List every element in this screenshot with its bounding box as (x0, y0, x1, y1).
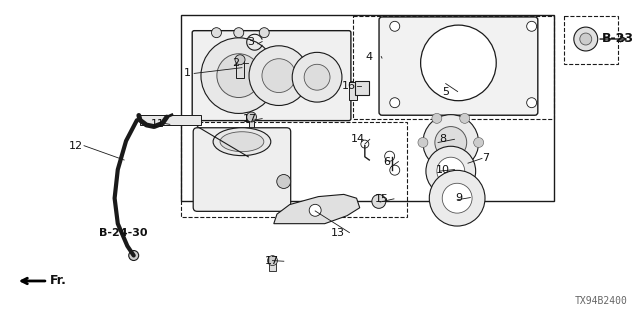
Bar (248, 114, 255, 142)
Circle shape (418, 138, 428, 148)
Circle shape (390, 98, 400, 108)
Text: 10: 10 (435, 164, 449, 174)
Circle shape (460, 162, 470, 172)
Circle shape (432, 113, 442, 123)
Bar (564, 16, 618, 65)
Text: 14: 14 (351, 134, 365, 144)
Circle shape (474, 138, 484, 148)
Circle shape (129, 251, 139, 260)
Circle shape (249, 46, 308, 106)
Circle shape (276, 174, 291, 188)
Text: 11: 11 (151, 119, 165, 129)
Circle shape (235, 55, 245, 65)
Circle shape (246, 112, 257, 122)
Bar (355, 81, 369, 95)
Circle shape (426, 146, 476, 196)
Circle shape (304, 64, 330, 90)
Text: 13: 13 (330, 228, 344, 237)
Circle shape (432, 162, 442, 172)
Circle shape (429, 170, 485, 226)
Text: 7: 7 (482, 153, 489, 164)
Circle shape (437, 157, 465, 185)
Circle shape (234, 28, 244, 38)
Text: B-24-30: B-24-30 (99, 228, 147, 237)
Ellipse shape (220, 132, 264, 152)
Circle shape (309, 204, 321, 216)
Circle shape (292, 52, 342, 102)
Text: 16: 16 (342, 81, 356, 91)
Circle shape (435, 127, 467, 158)
Bar (349, 82, 356, 100)
Circle shape (527, 98, 536, 108)
Text: B-23: B-23 (602, 32, 634, 44)
Circle shape (574, 27, 598, 51)
Bar (140, 116, 200, 125)
Bar (182, 122, 408, 217)
Text: 3: 3 (247, 36, 253, 47)
Circle shape (217, 54, 260, 98)
Text: 9: 9 (455, 193, 462, 203)
Circle shape (372, 195, 386, 208)
Text: 4: 4 (365, 52, 373, 61)
Circle shape (211, 28, 221, 38)
Bar (353, 16, 554, 119)
Circle shape (423, 115, 479, 170)
Text: 6: 6 (383, 156, 390, 167)
Circle shape (385, 151, 395, 161)
Circle shape (390, 165, 400, 175)
Circle shape (361, 140, 369, 148)
FancyBboxPatch shape (193, 128, 291, 211)
Bar (269, 255, 276, 271)
Text: 17: 17 (265, 256, 279, 266)
Circle shape (201, 38, 276, 114)
FancyBboxPatch shape (379, 17, 538, 115)
Text: 1: 1 (184, 68, 190, 78)
Text: 8: 8 (439, 134, 446, 144)
Text: 12: 12 (68, 141, 83, 151)
Polygon shape (274, 194, 360, 224)
Circle shape (259, 28, 269, 38)
Bar (236, 60, 244, 78)
Text: 17: 17 (243, 114, 257, 124)
Ellipse shape (213, 128, 271, 156)
Circle shape (420, 25, 496, 101)
Text: Fr.: Fr. (50, 274, 67, 287)
Circle shape (268, 256, 278, 266)
FancyBboxPatch shape (192, 31, 351, 121)
Bar (182, 15, 554, 201)
Circle shape (442, 183, 472, 213)
Text: 2: 2 (232, 58, 239, 68)
Circle shape (580, 33, 592, 45)
Circle shape (262, 59, 296, 92)
Text: 5: 5 (442, 86, 449, 97)
Circle shape (527, 21, 536, 31)
Circle shape (460, 113, 470, 123)
Circle shape (390, 21, 400, 31)
Text: 15: 15 (375, 194, 389, 204)
Text: TX94B2400: TX94B2400 (574, 296, 627, 306)
